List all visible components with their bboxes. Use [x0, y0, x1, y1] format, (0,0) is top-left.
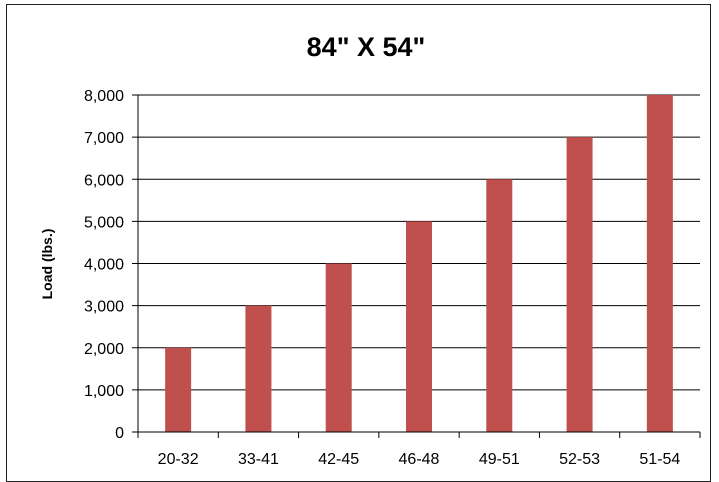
bar — [406, 221, 432, 432]
bar — [165, 347, 192, 432]
x-tick-label: 51-54 — [639, 451, 680, 468]
bar — [566, 137, 593, 432]
y-tick-label: 6,000 — [84, 172, 124, 189]
y-tick-label: 4,000 — [84, 257, 124, 274]
bars — [165, 95, 673, 432]
y-tick-label: 5,000 — [84, 214, 124, 231]
x-tick-label: 33-41 — [238, 451, 279, 468]
bar — [245, 305, 272, 432]
y-tick-label: 0 — [115, 425, 124, 442]
y-tick-label: 1,000 — [84, 383, 124, 400]
chart-title: 84" X 54" — [307, 32, 426, 62]
y-axis-label: Load (lbs.) — [39, 229, 55, 300]
y-tick-labels: 0 1,000 2,000 3,000 4,000 5,000 6,000 7,000 8,00… — [84, 88, 124, 442]
axes — [132, 94, 701, 438]
y-tick-label: 7,000 — [84, 130, 124, 147]
x-tick-label: 42-45 — [318, 451, 359, 468]
x-tick-label: 20-32 — [158, 451, 199, 468]
chart-frame — [6, 4, 711, 482]
x-tick-label: 52-53 — [559, 451, 600, 468]
x-tick-labels: 20-32 33-41 42-45 46-48 49-51 52-53 51-54 — [158, 451, 681, 468]
y-tick-label: 2,000 — [84, 341, 124, 358]
y-tick-label: 8,000 — [84, 88, 124, 105]
x-tick-label: 49-51 — [479, 451, 520, 468]
bar — [646, 95, 673, 432]
y-tick-label: 3,000 — [84, 299, 124, 316]
x-tick-label: 46-48 — [399, 451, 440, 468]
bar — [486, 179, 513, 432]
bar — [325, 263, 352, 432]
